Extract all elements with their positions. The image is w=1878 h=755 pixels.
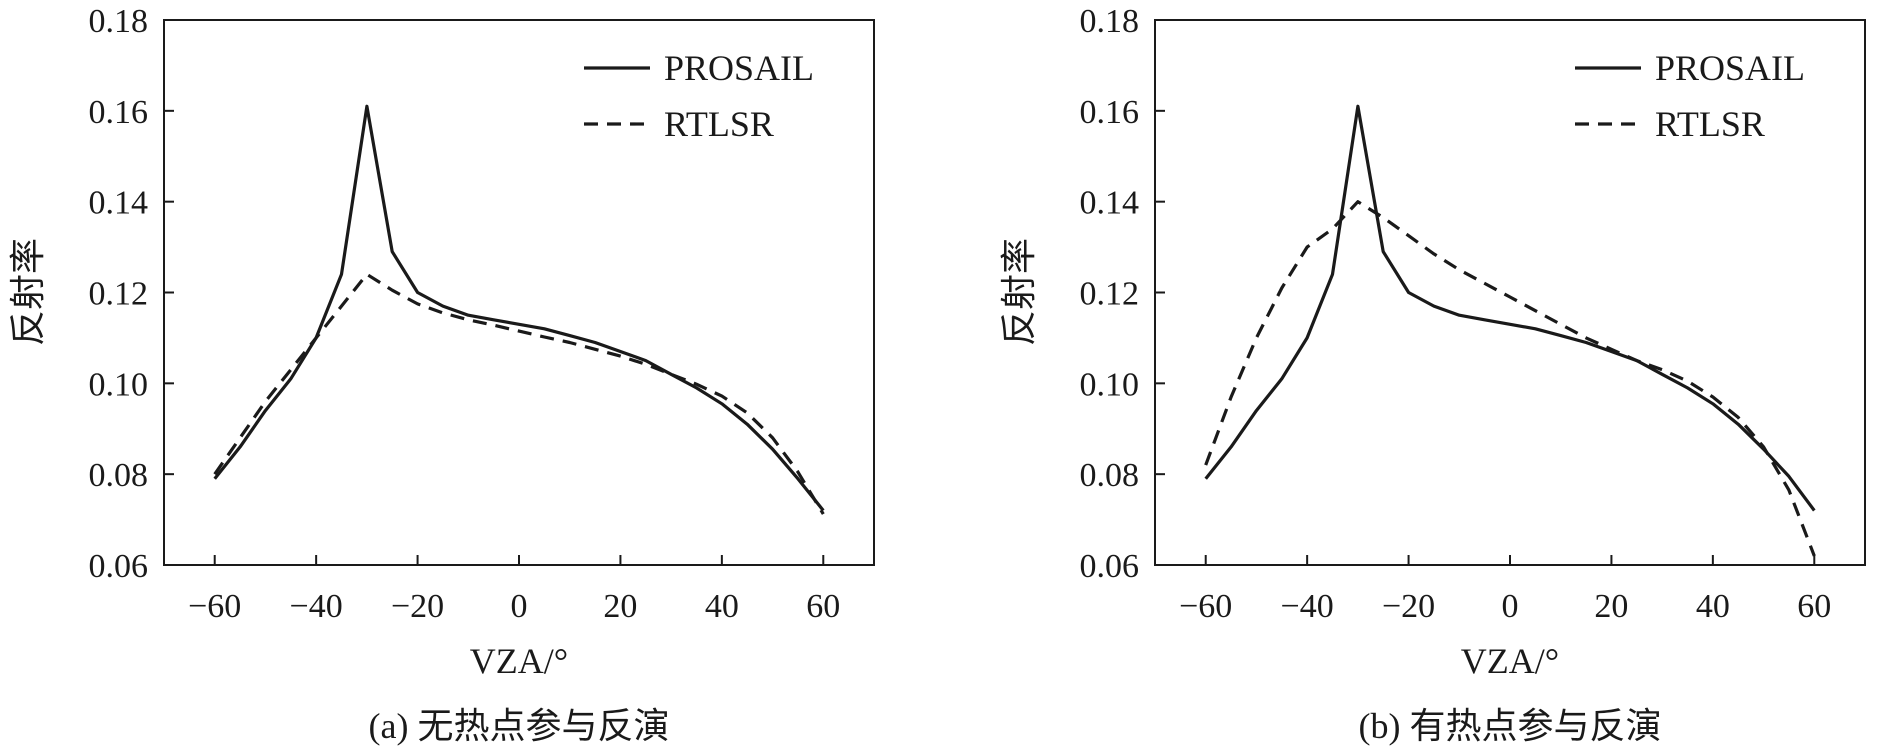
x-tick-label: 0	[511, 588, 528, 625]
y-axis-label: 反射率	[8, 238, 48, 346]
y-tick-label: 0.06	[89, 548, 149, 585]
y-tick-label: 0.10	[1080, 366, 1140, 403]
x-tick-label: 60	[806, 588, 840, 625]
panel-caption: (b) 有热点参与反演	[1359, 706, 1662, 746]
series-line-rtlsr	[1204, 200, 1816, 557]
y-tick-label: 0.12	[89, 276, 149, 313]
x-axis-label: VZA/°	[470, 641, 568, 681]
y-tick-label: 0.14	[1080, 185, 1140, 222]
chart-panel-b: 0.06 0.08 0.10 0.12 0.14 0.16 0.18 −60 −40 −20 0 2…	[999, 3, 1866, 746]
chart-panel-a: 0.06 0.08 0.10 0.12 0.14 0.16 0.18 −60 −40 −20 0 2…	[8, 3, 875, 746]
x-tick-label: −20	[1382, 588, 1435, 625]
y-tick-label: 0.18	[1080, 3, 1140, 40]
y-tick-label: 0.06	[1080, 548, 1140, 585]
x-axis: −60 −40 −20 0 20 40 60	[1179, 555, 1831, 625]
x-tick-label: 40	[705, 588, 739, 625]
x-tick-label: −60	[1179, 588, 1232, 625]
series-layer	[1204, 104, 1816, 557]
y-axis: 0.06 0.08 0.10 0.12 0.14 0.16 0.18	[1080, 3, 1165, 585]
plot-frame	[163, 19, 875, 566]
plot-frame	[1154, 19, 1866, 566]
y-tick-label: 0.12	[1080, 276, 1140, 313]
y-tick-label: 0.16	[1080, 94, 1140, 131]
y-tick-label: 0.10	[89, 366, 149, 403]
y-tick-label: 0.08	[89, 457, 149, 494]
x-tick-label: 40	[1696, 588, 1730, 625]
legend-label-rtlsr: RTLSR	[664, 104, 774, 144]
x-axis-label: VZA/°	[1461, 641, 1559, 681]
y-axis-label: 反射率	[999, 238, 1039, 346]
x-tick-label: −40	[1281, 588, 1334, 625]
series-line-prosail	[1204, 104, 1816, 512]
series-layer	[213, 104, 825, 515]
x-tick-label: 0	[1502, 588, 1519, 625]
panel-caption: (a) 无热点参与反演	[369, 706, 670, 746]
y-tick-label: 0.18	[89, 3, 149, 40]
x-tick-label: 20	[1594, 588, 1628, 625]
x-axis: −60 −40 −20 0 20 40 60	[188, 555, 840, 625]
y-tick-label: 0.16	[89, 94, 149, 131]
x-tick-label: 20	[603, 588, 637, 625]
legend: PROSAIL RTLSR	[584, 48, 814, 144]
x-tick-label: 60	[1797, 588, 1831, 625]
series-line-rtlsr	[213, 272, 825, 515]
legend-label-prosail: PROSAIL	[664, 48, 814, 88]
legend-label-rtlsr: RTLSR	[1655, 104, 1765, 144]
y-axis: 0.06 0.08 0.10 0.12 0.14 0.16 0.18	[89, 3, 174, 585]
y-tick-label: 0.08	[1080, 457, 1140, 494]
x-tick-label: −20	[391, 588, 444, 625]
series-line-prosail	[213, 104, 825, 512]
legend-label-prosail: PROSAIL	[1655, 48, 1805, 88]
y-tick-label: 0.14	[89, 185, 149, 222]
x-tick-label: −60	[188, 588, 241, 625]
x-tick-label: −40	[290, 588, 343, 625]
legend: PROSAIL RTLSR	[1575, 48, 1805, 144]
